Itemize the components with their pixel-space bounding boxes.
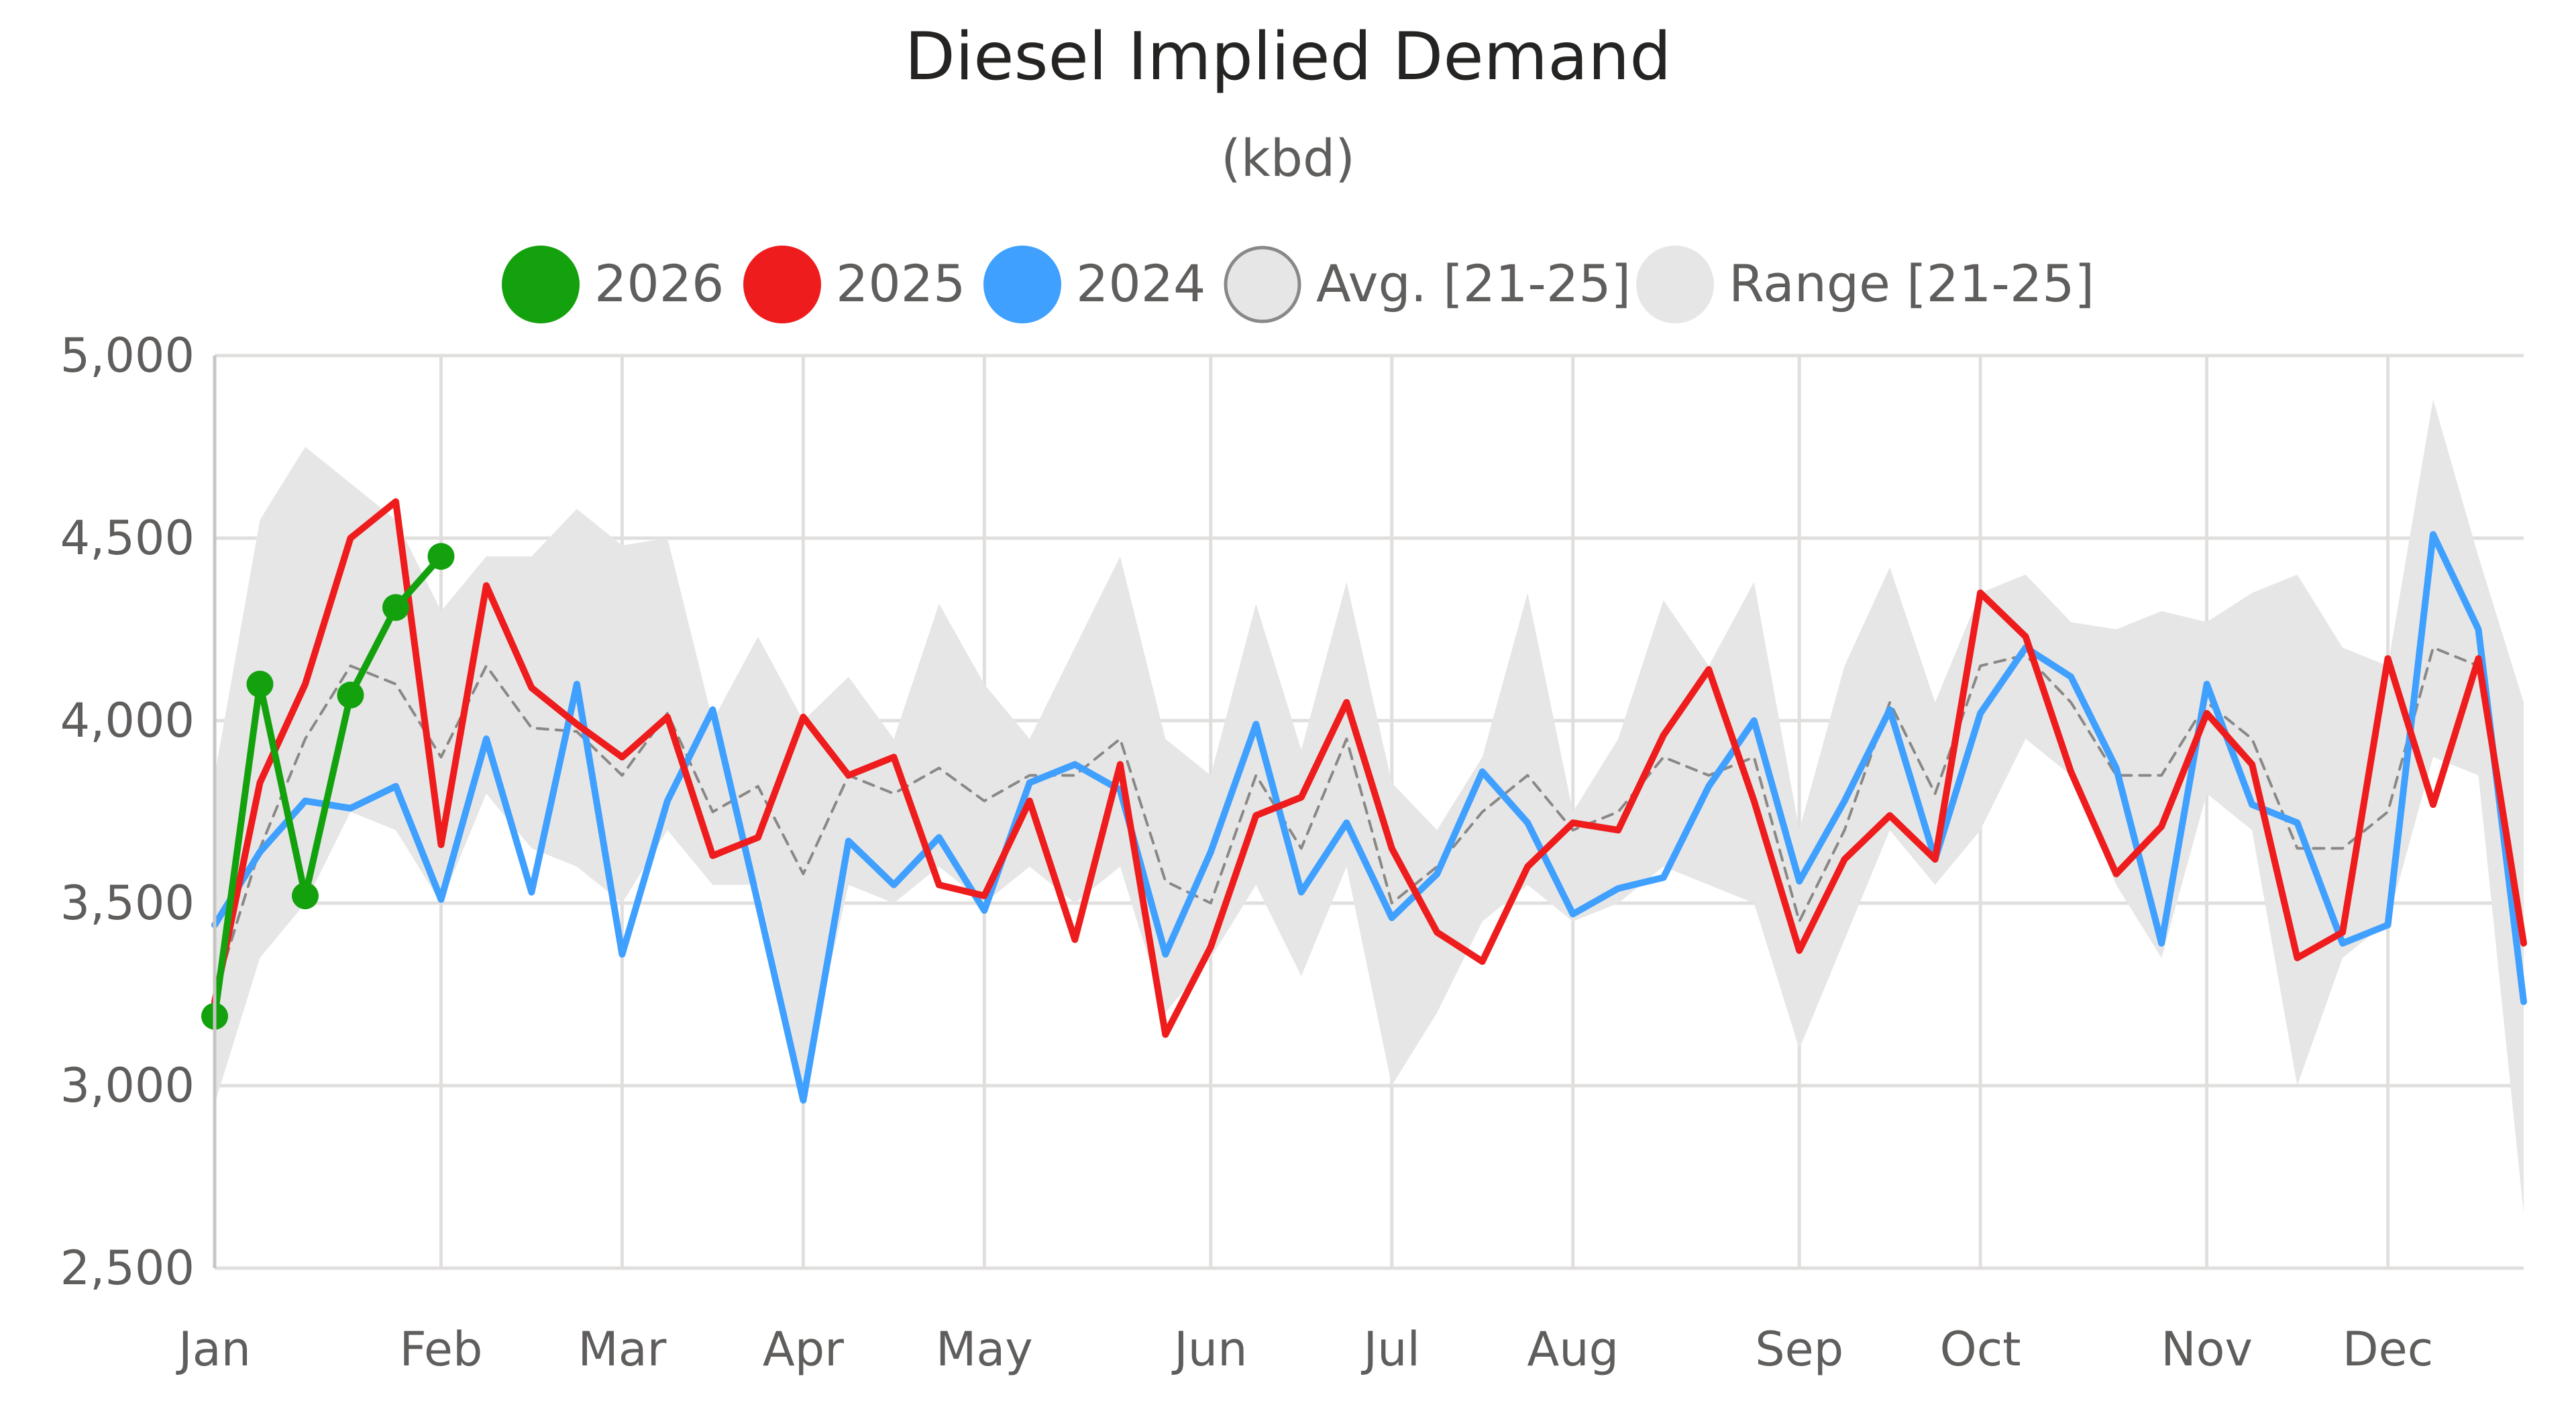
series-2026-point[interactable] bbox=[291, 882, 319, 910]
series-2025-line bbox=[211, 498, 2527, 1038]
legend-label-2026: 2026 bbox=[594, 254, 724, 313]
legend-label-2025: 2025 bbox=[836, 254, 965, 313]
series-2024-line bbox=[211, 531, 2527, 1104]
y-tick-label: 5,000 bbox=[60, 328, 195, 383]
legend-item-range[interactable]: Range [21-25] bbox=[1636, 246, 2094, 323]
y-tick-label: 4,000 bbox=[60, 693, 195, 748]
legend-marker-avg bbox=[1224, 246, 1301, 323]
y-axis: 2,500 3,000 3,500 4,000 4,500 5,000 bbox=[60, 328, 217, 1296]
series-2025-layer bbox=[211, 498, 2527, 1038]
legend-marker-2024 bbox=[983, 246, 1061, 323]
y-tick-label: 2,500 bbox=[60, 1241, 195, 1296]
x-tick-label: Jul bbox=[1361, 1322, 1420, 1377]
x-tick-label: Aug bbox=[1527, 1322, 1619, 1377]
y-tick-label: 4,500 bbox=[60, 511, 195, 566]
series-2026-point[interactable] bbox=[427, 543, 455, 570]
legend-item-2024[interactable]: 2024 bbox=[983, 246, 1205, 323]
x-tick-label: Jan bbox=[176, 1322, 251, 1377]
series-2026-point[interactable] bbox=[246, 670, 274, 698]
legend: 2026 2025 2024 Avg. [21-25] Range [21-25… bbox=[502, 246, 2094, 323]
legend-label-2024: 2024 bbox=[1076, 254, 1205, 313]
legend-item-2026[interactable]: 2026 bbox=[502, 246, 724, 323]
series-2026-point[interactable] bbox=[337, 681, 364, 709]
x-axis: Jan Feb Mar Apr May Jun Jul Aug Sep Oct Nov Dec bbox=[176, 1322, 2433, 1377]
x-tick-label: Dec bbox=[2343, 1322, 2433, 1377]
chart-title: Diesel Implied Demand bbox=[905, 19, 1672, 95]
series-2026-point[interactable] bbox=[382, 594, 409, 621]
x-tick-label: Jun bbox=[1171, 1322, 1247, 1377]
legend-item-avg[interactable]: Avg. [21-25] bbox=[1224, 246, 1631, 323]
range-band bbox=[215, 399, 2524, 1214]
y-tick-label: 3,500 bbox=[60, 876, 195, 931]
x-tick-label: Oct bbox=[1940, 1322, 2021, 1377]
chart-subtitle: (kbd) bbox=[1221, 128, 1355, 188]
legend-marker-2025 bbox=[743, 246, 821, 323]
range-band-layer bbox=[215, 399, 2524, 1214]
y-tick-label: 3,000 bbox=[60, 1058, 195, 1113]
x-tick-label: Sep bbox=[1755, 1322, 1843, 1377]
x-tick-label: Nov bbox=[2161, 1322, 2253, 1377]
avg-line bbox=[213, 646, 2525, 996]
legend-marker-2026 bbox=[502, 246, 580, 323]
avg-line-layer bbox=[213, 646, 2525, 996]
legend-label-range: Range [21-25] bbox=[1729, 254, 2094, 313]
series-2024-layer bbox=[211, 531, 2527, 1104]
legend-marker-range bbox=[1636, 246, 1714, 323]
x-tick-label: Feb bbox=[399, 1322, 482, 1377]
x-tick-label: Mar bbox=[578, 1322, 666, 1377]
x-tick-label: May bbox=[936, 1322, 1033, 1377]
legend-label-avg: Avg. [21-25] bbox=[1316, 254, 1631, 313]
legend-item-2025[interactable]: 2025 bbox=[743, 246, 965, 323]
x-tick-label: Apr bbox=[763, 1322, 844, 1377]
